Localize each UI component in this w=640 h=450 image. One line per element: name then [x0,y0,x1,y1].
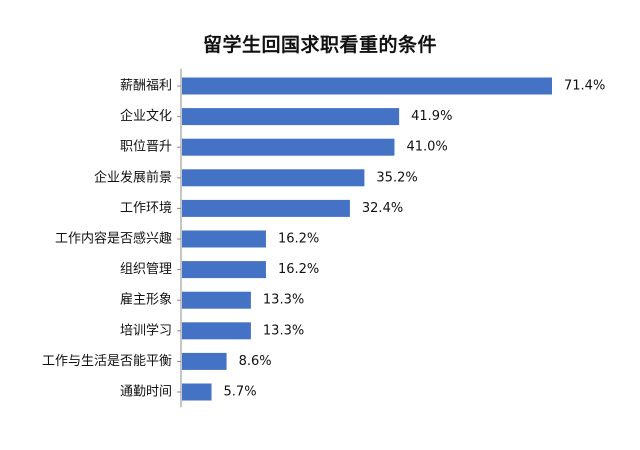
value-label: 16.2% [278,262,319,277]
bar [182,230,266,248]
bar [182,291,251,309]
category-label: 企业发展前景 [94,169,172,185]
category-label: 职位晋升 [120,140,172,155]
value-label: 8.6% [239,354,272,369]
chart-title: 留学生回国求职看重的条件 [202,34,437,56]
value-label: 41.9% [411,109,452,124]
category-label: 通勤时间 [120,385,172,400]
value-label: 32.4% [362,201,403,216]
category-label: 雇主形象 [120,292,172,308]
category-label: 工作环境 [120,201,172,216]
bar [182,138,395,156]
value-label: 41.0% [406,140,447,155]
category-label: 企业文化 [120,108,172,124]
value-label: 13.3% [263,323,304,338]
bar [182,169,365,187]
value-label: 5.7% [224,385,257,400]
value-label: 16.2% [278,232,319,247]
value-label: 71.4% [564,79,605,94]
bar [182,383,212,401]
category-label: 组织管理 [120,262,172,277]
category-label: 工作内容是否感兴趣 [55,231,172,247]
bar [182,261,266,279]
bar [182,77,552,95]
value-label: 13.3% [263,293,304,308]
bar [182,108,400,126]
bar [182,322,251,340]
category-label: 薪酬福利 [120,79,172,94]
bar [182,352,227,370]
value-label: 35.2% [376,170,417,185]
category-label: 培训学习 [120,322,172,338]
category-label: 工作与生活是否能平衡 [42,354,172,369]
bar [182,199,350,217]
